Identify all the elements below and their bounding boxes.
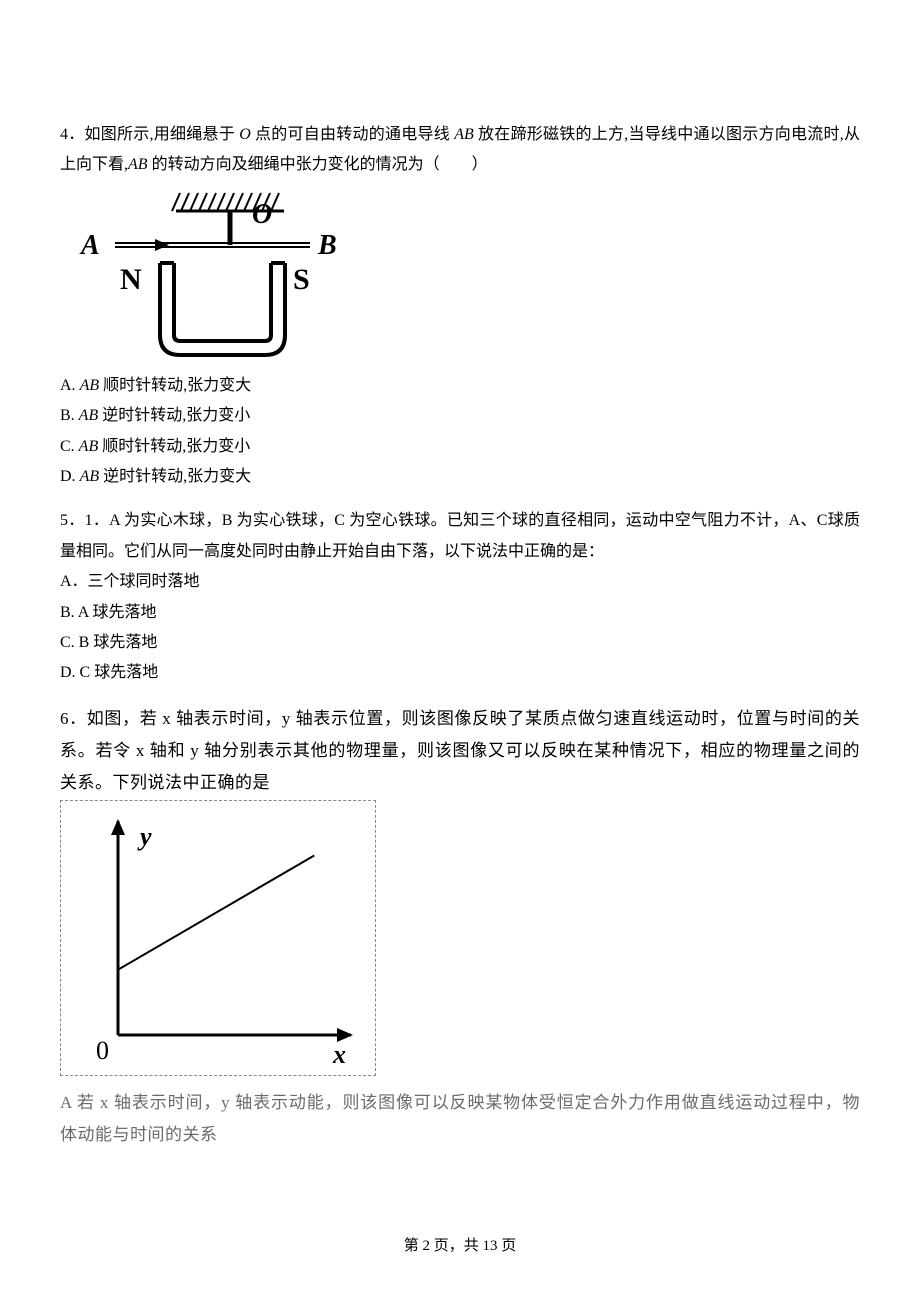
f-pre: 第 xyxy=(404,1238,423,1254)
q6-number: 6． xyxy=(60,709,87,728)
pre: B. xyxy=(60,407,79,424)
svg-text:y: y xyxy=(137,822,152,851)
post: 逆时针转动,张力变大 xyxy=(99,468,251,485)
var-AB2: AB xyxy=(128,156,148,173)
f-page: 2 xyxy=(422,1238,430,1254)
q4-stem: 4．如图所示,用细绳悬于 O 点的可自由转动的通电导线 AB 放在蹄形磁铁的上方… xyxy=(60,120,860,181)
svg-text:B: B xyxy=(317,230,337,261)
f-mid: 页，共 xyxy=(430,1238,483,1254)
post: 顺时针转动,张力变小 xyxy=(98,438,250,455)
q6-text: 如图，若 x 轴表示时间，y 轴表示位置，则该图像反映了某质点做匀速直线运动时，… xyxy=(60,709,860,793)
svg-text:N: N xyxy=(120,263,142,296)
q4-opt-C: C. AB 顺时针转动,张力变小 xyxy=(60,432,860,462)
txt: 点的可自由转动的通电导线 xyxy=(251,126,454,143)
page-content: 4．如图所示,用细绳悬于 O 点的可自由转动的通电导线 AB 放在蹄形磁铁的上方… xyxy=(0,0,920,1300)
question-6: 6．如图，若 x 轴表示时间，y 轴表示位置，则该图像反映了某质点做匀速直线运动… xyxy=(60,703,860,1152)
q4-figure: O A B N S xyxy=(60,185,350,365)
pre: D. xyxy=(60,468,80,485)
question-5: 5．1．A 为实心木球，B 为实心铁球，C 为空心铁球。已知三个球的直径相同，运… xyxy=(60,506,860,688)
pre: A. xyxy=(60,377,80,394)
txt: 如图所示,用细绳悬于 xyxy=(85,126,240,143)
q6-opt-A: A 若 x 轴表示时间，y 轴表示动能，则该图像可以反映某物体受恒定合外力作用做… xyxy=(60,1087,860,1152)
q5-opt-D: D. C 球先落地 xyxy=(60,658,860,688)
q6-figure: y x 0 xyxy=(63,803,373,1073)
q5-text: 1．A 为实心木球，B 为实心铁球，C 为空心铁球。已知三个球的直径相同，运动中… xyxy=(60,512,860,559)
svg-text:S: S xyxy=(293,263,310,296)
mid: AB xyxy=(80,377,100,394)
q5-opt-C: C. B 球先落地 xyxy=(60,628,860,658)
mid: AB xyxy=(80,468,100,485)
q4-options: A. AB 顺时针转动,张力变大 B. AB 逆时针转动,张力变小 C. AB … xyxy=(60,371,860,493)
post: 顺时针转动,张力变大 xyxy=(99,377,251,394)
f-total: 13 xyxy=(483,1238,498,1254)
svg-text:0: 0 xyxy=(96,1036,109,1065)
q6-figure-frame: y x 0 xyxy=(60,800,376,1076)
post: 逆时针转动,张力变小 xyxy=(98,407,250,424)
var-AB: AB xyxy=(454,126,474,143)
mid: AB xyxy=(79,438,99,455)
f-post: 页 xyxy=(498,1238,517,1254)
q4-opt-D: D. AB 逆时针转动,张力变大 xyxy=(60,462,860,492)
var-O: O xyxy=(239,126,251,143)
q5-opt-A: A．三个球同时落地 xyxy=(60,567,860,597)
q5-number: 5． xyxy=(60,512,85,529)
page-footer: 第 2 页，共 13 页 xyxy=(60,1232,860,1261)
q5-opt-B: B. A 球先落地 xyxy=(60,598,860,628)
svg-text:x: x xyxy=(332,1040,346,1069)
q4-number: 4． xyxy=(60,126,85,143)
mid: AB xyxy=(79,407,99,424)
txt: 的转动方向及细绳中张力变化的情况为（ ） xyxy=(148,156,488,173)
q5-stem: 5．1．A 为实心木球，B 为实心铁球，C 为空心铁球。已知三个球的直径相同，运… xyxy=(60,506,860,567)
q4-opt-A: A. AB 顺时针转动,张力变大 xyxy=(60,371,860,401)
question-4: 4．如图所示,用细绳悬于 O 点的可自由转动的通电导线 AB 放在蹄形磁铁的上方… xyxy=(60,120,860,492)
q4-opt-B: B. AB 逆时针转动,张力变小 xyxy=(60,401,860,431)
svg-text:O: O xyxy=(252,199,272,230)
svg-text:A: A xyxy=(79,230,100,261)
q5-options: A．三个球同时落地 B. A 球先落地 C. B 球先落地 D. C 球先落地 xyxy=(60,567,860,689)
q6-stem: 6．如图，若 x 轴表示时间，y 轴表示位置，则该图像反映了某质点做匀速直线运动… xyxy=(60,703,860,800)
pre: C. xyxy=(60,438,79,455)
